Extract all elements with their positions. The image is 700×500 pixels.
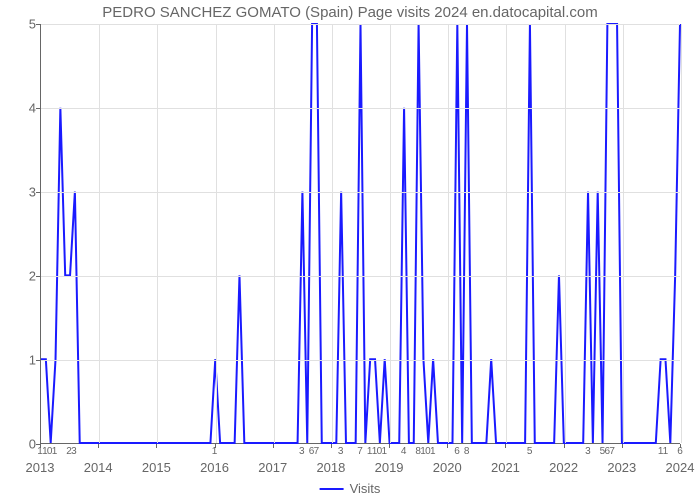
- ytick-mark: [36, 360, 40, 361]
- chart-container: PEDRO SANCHEZ GOMATO (Spain) Page visits…: [0, 0, 700, 500]
- xtick-label: 2021: [491, 460, 520, 475]
- ytick-label: 1: [6, 353, 36, 368]
- line-series: [41, 24, 680, 443]
- ytick-mark: [36, 276, 40, 277]
- value-label: 6: [454, 446, 460, 457]
- xtick-label: 2015: [142, 460, 171, 475]
- ytick-mark: [36, 24, 40, 25]
- xtick-label: 2020: [433, 460, 462, 475]
- value-label: 1: [212, 446, 218, 457]
- grid-v: [448, 24, 449, 443]
- value-label: 5: [527, 446, 533, 457]
- xtick-mark: [564, 444, 565, 448]
- plot-area: [40, 24, 680, 444]
- xtick-label: 2014: [84, 460, 113, 475]
- value-label: 1: [663, 446, 669, 457]
- grid-h: [41, 24, 680, 25]
- xtick-label: 2019: [375, 460, 404, 475]
- grid-v: [681, 24, 682, 443]
- value-label: 3: [71, 446, 77, 457]
- value-label: 1: [430, 446, 436, 457]
- grid-h: [41, 192, 680, 193]
- grid-h: [41, 276, 680, 277]
- grid-v: [157, 24, 158, 443]
- xtick-mark: [156, 444, 157, 448]
- legend: Visits: [320, 481, 381, 496]
- legend-label: Visits: [350, 481, 381, 496]
- grid-v: [565, 24, 566, 443]
- value-label: 3: [299, 446, 305, 457]
- ytick-label: 5: [6, 17, 36, 32]
- grid-h: [41, 360, 680, 361]
- xtick-label: 2023: [607, 460, 636, 475]
- ytick-mark: [36, 192, 40, 193]
- value-label: 8: [464, 446, 470, 457]
- grid-h: [41, 108, 680, 109]
- xtick-label: 2018: [316, 460, 345, 475]
- legend-swatch: [320, 488, 344, 490]
- xtick-mark: [389, 444, 390, 448]
- xtick-mark: [505, 444, 506, 448]
- ytick-label: 2: [6, 269, 36, 284]
- xtick-mark: [273, 444, 274, 448]
- grid-v: [623, 24, 624, 443]
- value-label: 1: [381, 446, 387, 457]
- grid-v: [99, 24, 100, 443]
- value-label: 3: [338, 446, 344, 457]
- ytick-label: 3: [6, 185, 36, 200]
- value-label: 7: [357, 446, 363, 457]
- value-label: 7: [314, 446, 320, 457]
- grid-v: [274, 24, 275, 443]
- xtick-label: 2016: [200, 460, 229, 475]
- value-label: 4: [401, 446, 407, 457]
- xtick-mark: [98, 444, 99, 448]
- ytick-mark: [36, 108, 40, 109]
- ytick-label: 4: [6, 101, 36, 116]
- xtick-label: 2013: [26, 460, 55, 475]
- xtick-label: 2017: [258, 460, 287, 475]
- grid-v: [390, 24, 391, 443]
- xtick-mark: [447, 444, 448, 448]
- grid-v: [332, 24, 333, 443]
- value-label: 1: [52, 446, 58, 457]
- grid-v: [506, 24, 507, 443]
- value-label: 6: [677, 446, 683, 457]
- xtick-mark: [331, 444, 332, 448]
- xtick-label: 2022: [549, 460, 578, 475]
- ytick-label: 0: [6, 437, 36, 452]
- xtick-label: 2024: [666, 460, 695, 475]
- chart-title: PEDRO SANCHEZ GOMATO (Spain) Page visits…: [0, 4, 700, 21]
- value-label: 7: [609, 446, 615, 457]
- xtick-mark: [622, 444, 623, 448]
- grid-v: [216, 24, 217, 443]
- value-label: 3: [585, 446, 591, 457]
